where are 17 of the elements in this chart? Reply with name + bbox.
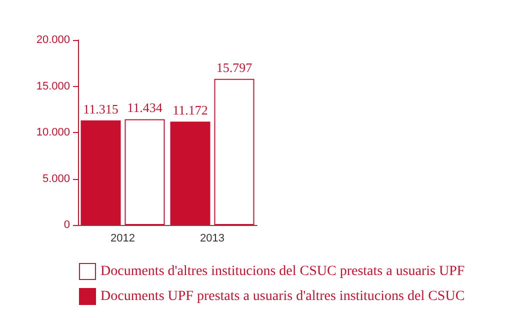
legend-label: Documents d'altres institucions del CSUC prestats a usuaris UPF [100,264,465,279]
y-tick-label: 15.000 [36,80,70,92]
bar [214,78,254,225]
data-label: 11.315 [83,101,118,116]
bar [80,120,121,225]
data-label: 11.172 [172,102,208,118]
y-tick-label: 20.000 [36,34,70,46]
y-tick-label: 0 [64,219,70,231]
bar [124,119,165,225]
x-tick-label: 2012 [110,232,135,244]
x-tick-label: 2013 [200,232,224,244]
bar [170,122,210,225]
y-tick-label: 5.000 [42,172,70,185]
y-tick-label: 10.000 [36,126,70,138]
data-label: 15.797 [216,60,253,75]
legend-label: Documents UPF prestats a usuaris d'altres institucions del CSUC [100,289,465,304]
data-label: 11.434 [127,100,163,116]
